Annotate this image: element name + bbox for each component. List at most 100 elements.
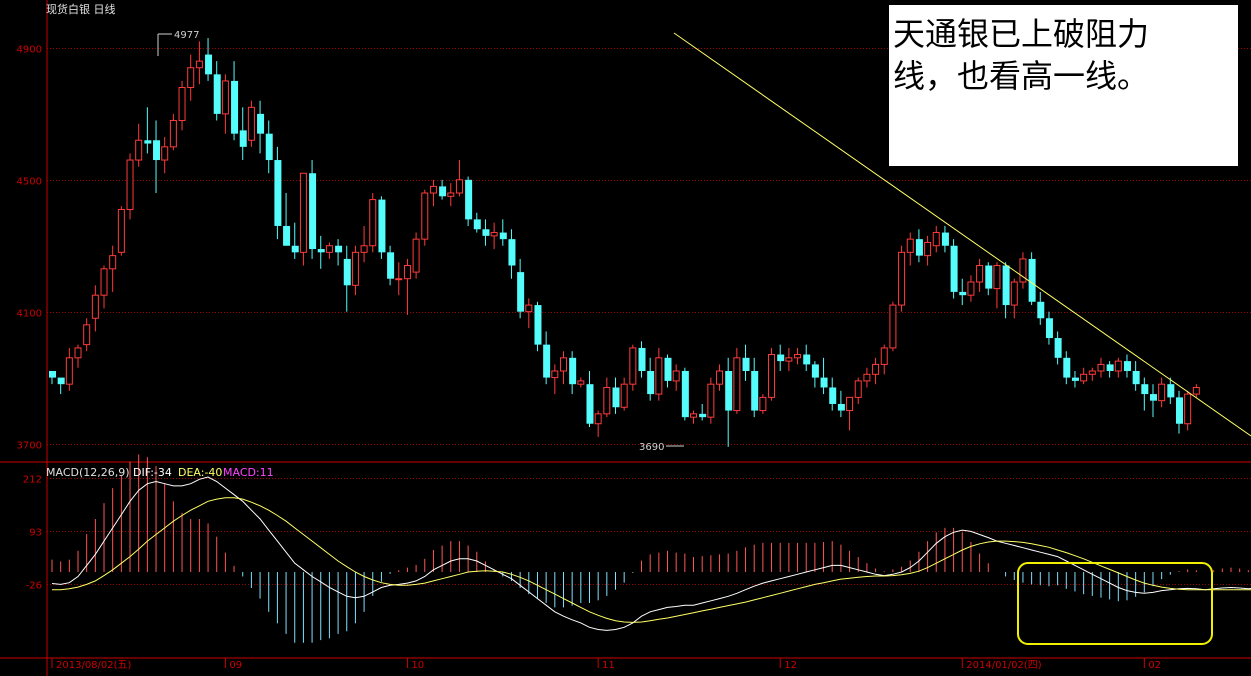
candle-body bbox=[751, 371, 759, 411]
candle bbox=[299, 172, 307, 266]
candle bbox=[863, 367, 871, 388]
candle bbox=[664, 354, 672, 388]
candle-body bbox=[1192, 386, 1200, 395]
note-line-1: 天通银已上破阻力 bbox=[893, 15, 1150, 53]
candle bbox=[543, 331, 551, 385]
candle-body bbox=[1097, 363, 1105, 372]
candle-body bbox=[690, 413, 698, 418]
candle-body bbox=[325, 245, 333, 253]
candle bbox=[1037, 291, 1045, 325]
labels: 4900 4500 4100 3700 212 93 -26 2013/08/02(五) 09 1… bbox=[17, 45, 1162, 672]
candle bbox=[785, 347, 793, 371]
candle-body bbox=[603, 386, 611, 415]
candle-body bbox=[811, 364, 819, 378]
candle-body bbox=[429, 185, 437, 194]
candle bbox=[716, 364, 724, 391]
candle bbox=[499, 219, 507, 246]
candle bbox=[1071, 371, 1079, 388]
candle-body bbox=[144, 140, 152, 144]
candle bbox=[880, 344, 888, 375]
candle-body bbox=[309, 173, 317, 250]
candle bbox=[672, 364, 680, 391]
candle-body bbox=[993, 265, 1001, 290]
candle bbox=[647, 357, 655, 401]
candle bbox=[620, 377, 628, 411]
candle-body bbox=[1010, 281, 1018, 306]
candle-body bbox=[213, 74, 221, 114]
candle bbox=[837, 390, 845, 418]
candle-body bbox=[941, 232, 949, 246]
candle bbox=[465, 176, 473, 226]
candle bbox=[681, 367, 689, 421]
candle bbox=[906, 232, 914, 266]
candle-body bbox=[221, 80, 229, 115]
candle bbox=[959, 278, 967, 306]
candle bbox=[950, 239, 958, 299]
candle bbox=[335, 239, 343, 266]
candle bbox=[1002, 262, 1010, 319]
candle-body bbox=[820, 377, 828, 388]
candle-body bbox=[1088, 370, 1096, 375]
candle-body bbox=[985, 265, 993, 289]
candle bbox=[1114, 357, 1122, 378]
candle-body bbox=[1149, 394, 1157, 401]
candle-body bbox=[655, 357, 663, 395]
candle bbox=[1106, 361, 1114, 378]
candle bbox=[759, 394, 767, 414]
candle-body bbox=[335, 245, 343, 253]
candle-body bbox=[906, 238, 914, 253]
candle-body bbox=[672, 370, 680, 382]
candle bbox=[265, 120, 273, 174]
candle bbox=[231, 61, 239, 141]
candle-body bbox=[742, 357, 750, 371]
candle bbox=[707, 377, 715, 424]
candle-body bbox=[1132, 371, 1140, 385]
candle bbox=[1123, 354, 1131, 378]
candle-body bbox=[187, 67, 195, 89]
candle-body bbox=[880, 347, 888, 365]
candle-body bbox=[100, 268, 108, 296]
candle-body bbox=[1002, 265, 1010, 306]
candle-body bbox=[169, 119, 177, 148]
candle-body bbox=[412, 238, 420, 273]
candle-body bbox=[178, 87, 186, 121]
candle-body bbox=[924, 241, 932, 257]
candle bbox=[439, 179, 447, 200]
candle bbox=[915, 229, 923, 263]
candle-body bbox=[629, 347, 637, 385]
candle-body bbox=[638, 347, 646, 371]
candle-body bbox=[351, 251, 359, 286]
low-label: 3690 bbox=[639, 442, 664, 453]
candle bbox=[247, 100, 255, 147]
highlight-box bbox=[1017, 562, 1213, 645]
candle bbox=[794, 347, 802, 365]
candle-body bbox=[794, 354, 802, 359]
candle bbox=[49, 371, 56, 385]
candle-body bbox=[716, 370, 724, 385]
candle bbox=[612, 377, 620, 414]
candle-body bbox=[543, 344, 551, 378]
candle bbox=[690, 410, 698, 424]
candle-body bbox=[421, 192, 429, 240]
candle bbox=[1063, 351, 1071, 385]
candle-body bbox=[387, 252, 395, 279]
candle bbox=[195, 41, 203, 85]
candle-body bbox=[898, 251, 906, 306]
candle bbox=[343, 245, 351, 312]
candle-body bbox=[1184, 393, 1192, 425]
candle-body bbox=[257, 113, 265, 134]
candle bbox=[655, 347, 663, 401]
candle bbox=[360, 225, 368, 263]
candle-body bbox=[1071, 377, 1079, 381]
candle-body bbox=[785, 357, 793, 362]
candle bbox=[83, 318, 91, 352]
candle-body bbox=[343, 258, 351, 286]
candle bbox=[1097, 357, 1105, 378]
candle bbox=[924, 235, 932, 266]
candle-body bbox=[360, 245, 368, 253]
candle bbox=[985, 262, 993, 296]
candle bbox=[638, 341, 646, 378]
candle-body bbox=[195, 60, 203, 69]
candle bbox=[854, 377, 862, 404]
